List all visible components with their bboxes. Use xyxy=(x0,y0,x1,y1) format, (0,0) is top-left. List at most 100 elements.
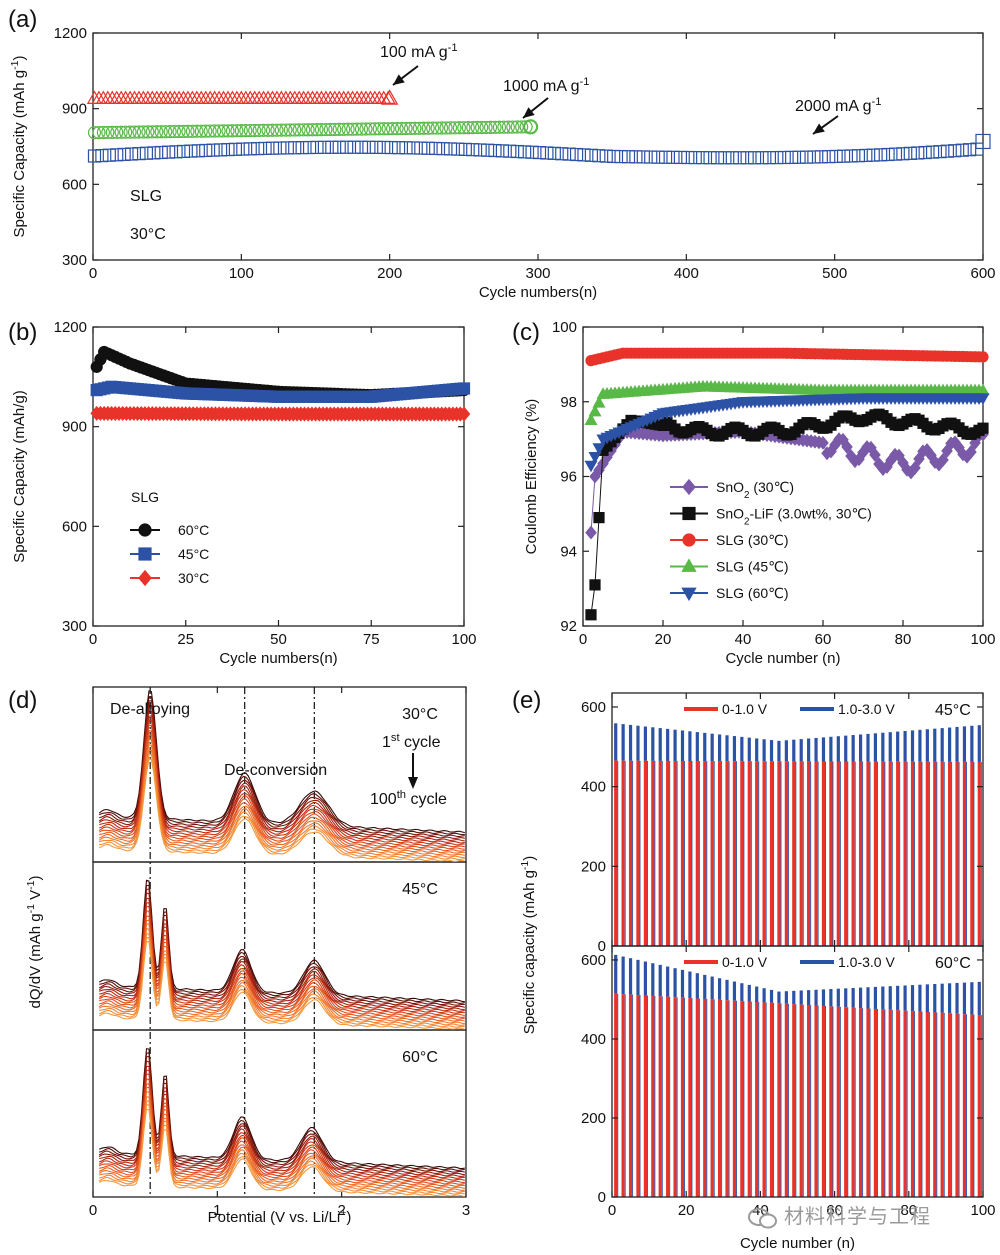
bar-low-edge xyxy=(817,1005,819,1197)
bar-high xyxy=(970,982,974,1015)
bar-low xyxy=(695,761,699,946)
bar-low-edge xyxy=(669,996,671,1197)
y-axis-title: Coulomb Efficiency (%) xyxy=(523,399,540,555)
bar-high xyxy=(777,991,781,1004)
data-point xyxy=(888,147,903,161)
bar-high xyxy=(940,728,944,762)
data-point xyxy=(122,90,138,104)
data-point xyxy=(458,142,472,156)
bar-low-edge xyxy=(817,761,819,946)
bar-high xyxy=(807,990,811,1006)
data-point xyxy=(274,123,288,137)
data-point xyxy=(963,143,977,157)
bar-low-edge xyxy=(906,761,908,946)
bar-high xyxy=(673,968,677,998)
bar-low-edge xyxy=(877,1008,878,1197)
data-point xyxy=(100,90,116,104)
bar-low-edge xyxy=(928,761,930,946)
data-point xyxy=(159,125,173,139)
data-point xyxy=(194,124,208,138)
bar-high xyxy=(666,728,670,761)
data-point xyxy=(814,150,828,164)
cycle-curve xyxy=(98,1086,465,1187)
data-point xyxy=(265,141,280,155)
bar-high xyxy=(695,732,699,762)
bar-high xyxy=(844,735,848,762)
data-point xyxy=(154,145,168,160)
data-point xyxy=(408,121,422,135)
data-point xyxy=(138,547,152,561)
bar-high xyxy=(962,982,967,1015)
bar-low-edge xyxy=(773,1002,775,1197)
bar-low xyxy=(673,760,677,946)
data-point xyxy=(390,121,404,136)
series-line xyxy=(590,386,983,421)
data-point xyxy=(319,122,333,137)
data-point xyxy=(881,147,895,162)
data-point xyxy=(167,124,182,139)
x-tick-label: 200 xyxy=(377,265,402,282)
bar-low-edge xyxy=(736,761,737,946)
bar-low-edge xyxy=(906,1010,908,1197)
bar-low-edge xyxy=(936,761,938,946)
data-point xyxy=(359,122,373,136)
legend-label: 1.0-3.0 V xyxy=(838,701,895,717)
data-point xyxy=(172,124,186,139)
data-point xyxy=(457,382,471,395)
data-point xyxy=(452,121,466,135)
x-axis-title: Potential (V vs. Li/Li+) xyxy=(208,1207,352,1226)
bar-low-edge xyxy=(914,761,916,946)
data-point xyxy=(193,90,209,104)
data-point xyxy=(292,123,306,137)
panel-label: (c) xyxy=(512,319,540,346)
data-point xyxy=(584,460,598,473)
x-tick-label: 500 xyxy=(822,265,847,282)
data-point xyxy=(265,123,280,137)
bar-low xyxy=(755,761,759,946)
bar-low-edge xyxy=(928,1012,930,1197)
bar-low-edge xyxy=(795,1004,797,1197)
label-part: Specific Capacity (mAh/g) xyxy=(11,390,28,563)
legend-label: 0-1.0 V xyxy=(722,954,768,970)
y-axis-title: Specific Capacity (mAh g-1) xyxy=(9,56,28,238)
bar-high xyxy=(651,727,655,761)
data-point xyxy=(673,150,688,165)
data-point xyxy=(91,90,107,104)
bar-high xyxy=(784,991,788,1004)
label-part: -1 xyxy=(872,96,882,108)
y-tick-label: 200 xyxy=(581,1110,606,1127)
legend-label: SnO2 (30℃) xyxy=(716,479,794,501)
bar-high xyxy=(829,989,833,1007)
data-point xyxy=(770,150,784,165)
data-point xyxy=(184,144,198,158)
bar-high xyxy=(925,729,929,762)
data-point xyxy=(95,90,112,104)
data-point xyxy=(162,145,176,159)
data-point xyxy=(310,123,324,137)
label-part: Potential (V vs. Li/Li xyxy=(208,1209,341,1226)
series-triangle xyxy=(86,89,399,105)
data-point xyxy=(353,90,370,104)
bar-low-edge xyxy=(698,761,700,946)
bar-low xyxy=(769,761,774,946)
bar-high xyxy=(836,736,840,762)
watermark-text: 材料科学与工程 xyxy=(784,1204,931,1228)
bar-high xyxy=(643,961,647,996)
data-point xyxy=(607,149,621,164)
bar-low xyxy=(903,761,907,946)
x-tick-label: 60 xyxy=(815,631,832,648)
arrowhead-icon xyxy=(408,777,418,789)
bar-low-edge xyxy=(862,761,864,946)
bar-low xyxy=(762,761,766,946)
bar-low-edge xyxy=(728,761,730,946)
data-point xyxy=(313,90,330,104)
bar-high xyxy=(695,973,699,999)
x-tick-label: 40 xyxy=(735,631,752,648)
data-point xyxy=(147,146,161,160)
bar-high xyxy=(725,735,729,762)
data-point xyxy=(310,140,324,155)
data-point xyxy=(191,144,205,158)
bar-low xyxy=(977,1015,981,1197)
label-part: SLG (60℃) xyxy=(716,585,789,601)
bar-low xyxy=(621,760,625,946)
